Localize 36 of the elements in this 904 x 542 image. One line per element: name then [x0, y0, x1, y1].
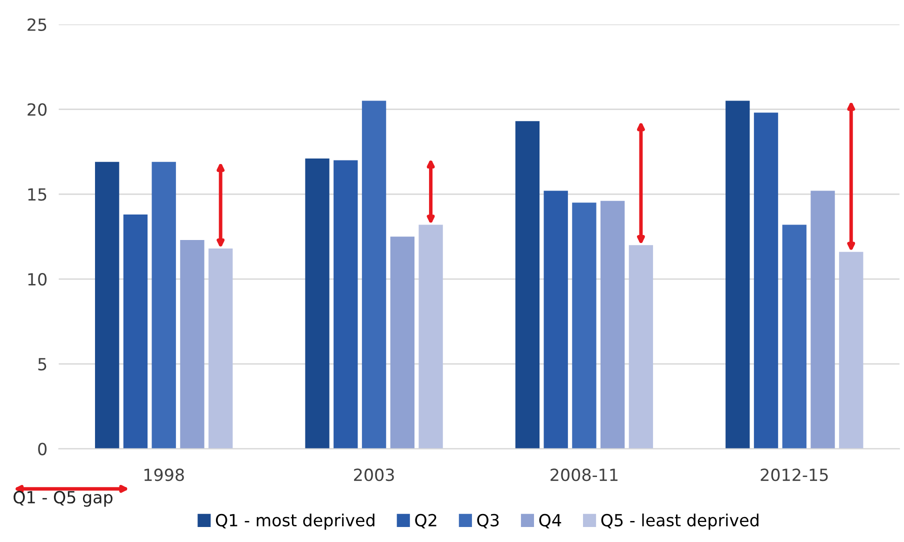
x-tick-label: 1998 [144, 468, 184, 482]
bar [208, 248, 233, 449]
bar [305, 158, 330, 449]
x-tick-label: 2003 [354, 468, 394, 482]
bar [362, 100, 386, 449]
bar [123, 214, 148, 449]
bar [544, 190, 568, 449]
y-tick-label: 10 [28, 272, 47, 286]
legend-label: Q3 [477, 514, 499, 528]
bar [600, 200, 625, 449]
x-tick-label: 2008-11 [550, 468, 618, 482]
bar [810, 190, 835, 449]
legend-label: Q5 - least deprived [601, 514, 758, 530]
bar [572, 202, 596, 449]
bar [782, 224, 806, 449]
y-tick-label: 15 [28, 188, 46, 201]
y-tick-label: 25 [28, 18, 46, 31]
y-tick-label: 0 [38, 442, 47, 456]
bar [754, 112, 778, 449]
legend-label: Q2 [415, 514, 436, 528]
x-tick-label: 2012-15 [760, 468, 828, 482]
bar [726, 100, 750, 449]
bar [515, 121, 540, 449]
bar [839, 252, 864, 449]
y-tick-label: 20 [28, 103, 47, 116]
bar [334, 160, 358, 449]
bar [180, 240, 204, 449]
bar [152, 162, 176, 449]
legend-label: Q4 [539, 514, 562, 528]
bar [390, 236, 414, 449]
bar [628, 245, 654, 449]
legend-label: Q1 - most deprived [216, 514, 374, 530]
y-tick-label: 5 [38, 358, 46, 370]
bar [95, 162, 120, 449]
bar [418, 224, 443, 449]
text: Q1 - Q5 gap [14, 490, 112, 507]
